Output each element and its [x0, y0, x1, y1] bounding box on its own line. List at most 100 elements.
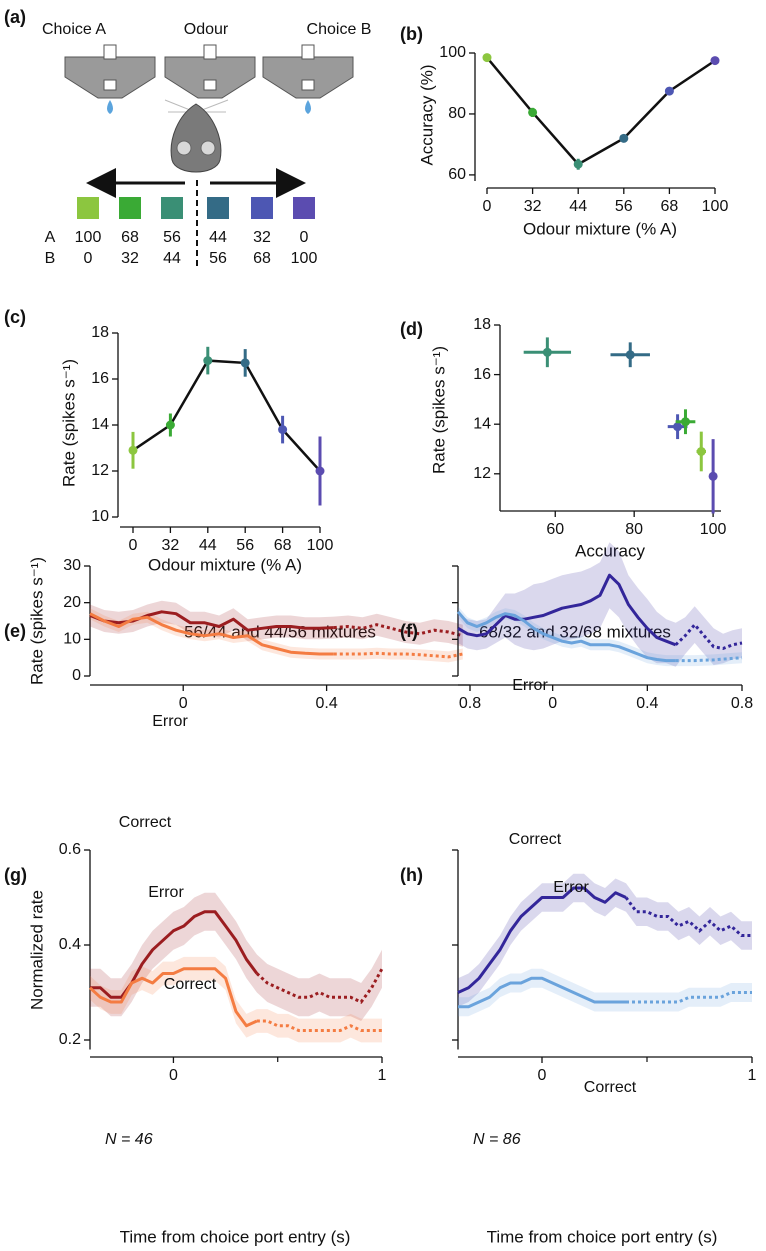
data-line-dotted — [674, 622, 743, 651]
x-tick-label: 0.4 — [636, 695, 658, 712]
x-tick-label: 60 — [546, 521, 564, 538]
color-swatch — [119, 197, 141, 219]
panel-label: (f) — [400, 621, 418, 641]
y-axis-label: Normalized rate — [27, 890, 46, 1010]
confidence-band — [458, 968, 752, 1017]
data-line — [90, 910, 259, 999]
data-line — [458, 976, 626, 1009]
series-label: Error — [512, 677, 548, 694]
series-label: Correct — [119, 814, 172, 831]
series-label: Error — [553, 879, 589, 896]
data-point — [278, 425, 288, 435]
mixture-value: 100 — [75, 229, 102, 246]
y-tick-label: 10 — [91, 508, 109, 525]
x-tick-label: 0 — [169, 1067, 178, 1084]
data-point — [710, 56, 720, 66]
data-line-dotted — [256, 1019, 382, 1032]
mixture-value: 0 — [84, 250, 93, 267]
y-tick-label: 10 — [63, 631, 81, 648]
x-tick-label: 0.8 — [731, 695, 753, 712]
x-tick-label: 0 — [538, 1067, 547, 1084]
y-tick-label: 12 — [473, 465, 491, 482]
diagram-shapes — [64, 44, 354, 268]
x-axis-label: Time from choice port entry (s) — [120, 1227, 351, 1246]
y-tick-label: 14 — [91, 416, 109, 433]
confidence-band — [90, 956, 382, 1043]
mixture-value: 100 — [291, 250, 318, 267]
y-axis-label: Rate (spikes s⁻¹) — [59, 359, 78, 487]
y-tick-label: 0.2 — [59, 1031, 81, 1048]
color-swatch — [161, 197, 183, 219]
mixture-value: 44 — [209, 229, 227, 246]
x-tick-label: 0 — [548, 695, 557, 712]
panel-label: (c) — [4, 307, 26, 327]
x-axis-label: Accuracy — [575, 541, 645, 560]
mixture-value: 56 — [163, 229, 181, 246]
data-line — [457, 573, 677, 647]
color-swatch — [207, 197, 229, 219]
series-label: Error — [148, 884, 184, 901]
port — [64, 56, 354, 99]
x-tick-label: 32 — [524, 198, 542, 215]
data-line — [456, 610, 676, 663]
y-tick-label: 18 — [91, 324, 109, 341]
data-point — [573, 159, 583, 169]
data-line — [486, 56, 716, 166]
data-point — [625, 350, 635, 360]
chart-title: 68/32 and 32/68 mixtures — [479, 622, 671, 641]
data-line-dotted — [626, 991, 752, 1004]
y-axis-label: Rate (spikes s⁻¹) — [429, 346, 448, 474]
x-tick-label: 100 — [700, 521, 727, 538]
y-tick-label: 100 — [439, 44, 466, 61]
x-tick-label: 0.8 — [459, 695, 481, 712]
x-tick-label: 0.4 — [315, 695, 337, 712]
x-tick-label: 44 — [199, 537, 217, 554]
confidence-band — [458, 606, 742, 667]
port-label: Odour — [184, 21, 229, 38]
y-tick-label: 60 — [448, 166, 466, 183]
x-tick-label: 0 — [483, 198, 492, 215]
series-label: Correct — [509, 831, 562, 848]
x-tick-label: 56 — [615, 198, 633, 215]
data-line — [89, 612, 334, 656]
x-tick-label: 100 — [307, 537, 334, 554]
data-point — [708, 471, 718, 481]
data-line — [457, 886, 627, 994]
data-line — [132, 359, 321, 472]
y-tick-label: 16 — [473, 366, 491, 383]
mixture-value: 56 — [209, 250, 227, 267]
data-point — [619, 133, 629, 143]
confidence-band — [90, 600, 463, 647]
data-point — [482, 53, 492, 63]
series-label: Correct — [164, 976, 217, 993]
data-line-dotted — [675, 656, 743, 663]
color-swatch — [251, 197, 273, 219]
port-label: Choice B — [307, 21, 372, 38]
y-tick-label: 14 — [473, 415, 491, 432]
x-axis-label: Odour mixture (% A) — [148, 555, 302, 574]
sample-size: N = 46 — [105, 1131, 153, 1148]
mouse — [164, 99, 229, 173]
color-swatch — [77, 197, 99, 219]
row-label: A — [45, 229, 56, 246]
confidence-band — [90, 892, 382, 1021]
data-point — [315, 466, 325, 476]
x-tick-label: 68 — [661, 198, 679, 215]
data-point — [128, 445, 138, 455]
data-line-dotted — [333, 623, 464, 638]
confidence-band — [90, 608, 463, 663]
data-point — [680, 417, 690, 427]
y-tick-label: 0 — [72, 667, 81, 684]
y-tick-label: 0.6 — [59, 841, 81, 858]
x-tick-label: 100 — [702, 198, 729, 215]
y-tick-label: 12 — [91, 462, 109, 479]
color-swatch — [293, 197, 315, 219]
series-label: Error — [152, 713, 188, 730]
mixture-value: 68 — [121, 229, 139, 246]
x-axis-label: Odour mixture (% A) — [523, 219, 677, 238]
y-axis-label: Accuracy (%) — [417, 64, 436, 165]
port-label: Choice A — [42, 21, 106, 38]
port-nozzle — [103, 44, 315, 91]
x-axis-label: Time from choice port entry (s) — [487, 1227, 718, 1246]
